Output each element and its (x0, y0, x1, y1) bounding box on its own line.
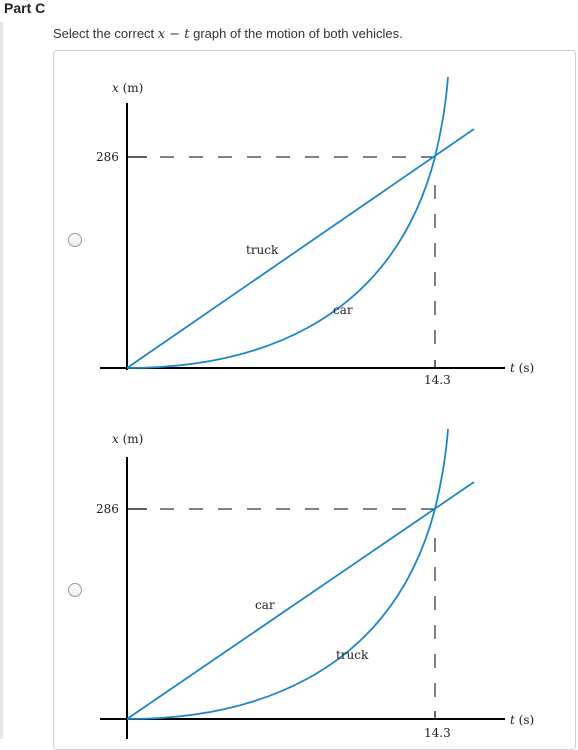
option-2-curve-label: truck (336, 648, 369, 662)
question-prefix: Select the correct (53, 26, 158, 41)
option-1-t-tick-label: 14.3 (424, 373, 451, 387)
options-panel (53, 50, 576, 750)
option-2-radio[interactable] (68, 583, 82, 597)
option-1-radio[interactable] (68, 233, 82, 247)
left-border (0, 22, 3, 739)
option-2-y-tick-label: 286 (96, 502, 119, 516)
option-1-y-tick-label: 286 (96, 150, 119, 164)
option-1-t-axis-label: t (s) (510, 361, 534, 375)
option-2-straight-line (126, 481, 475, 720)
option-2-line-label: car (255, 598, 275, 612)
option-2-t-axis-label: t (s) (510, 713, 534, 727)
question-prompt: Select the correct x − t graph of the mo… (53, 26, 403, 42)
option-2-curve (126, 428, 449, 720)
option-2-t-tick-label: 14.3 (424, 726, 451, 740)
question-suffix: graph of the motion of both vehicles. (189, 26, 403, 41)
part-title: Part C (4, 0, 46, 16)
option-1-x-axis-label: x (m) (112, 81, 143, 95)
option-1-curve-label: car (333, 303, 353, 317)
option-1-curve (126, 76, 449, 369)
option-2-x-axis-label: x (m) (112, 432, 143, 446)
question-math: x − t (157, 27, 190, 42)
option-1-line-label: truck (246, 243, 279, 257)
option-1-straight-line (126, 128, 475, 369)
